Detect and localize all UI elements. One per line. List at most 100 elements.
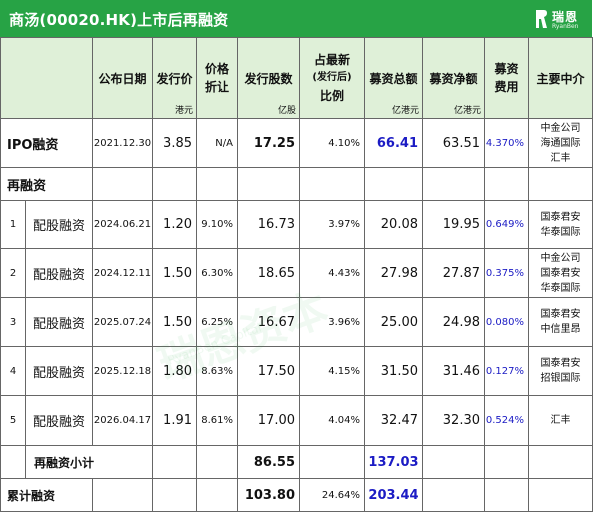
row-date: 2025.07.24 <box>92 297 153 347</box>
row-no: 5 <box>0 395 26 446</box>
page-title: 商汤(00020.HK)上市后再融资 <box>9 11 229 29</box>
table-row: 3 配股融资 2025.07.24 1.50 6.25% 16.67 3.96%… <box>0 297 593 347</box>
subtotal-row: 再融资小计 86.55 137.03 <box>0 445 593 479</box>
refinance-label: 再融资 <box>0 167 93 201</box>
row-net: 24.98 <box>422 297 485 347</box>
row-shares: 18.65 <box>237 248 300 298</box>
row-shares: 16.73 <box>237 200 300 249</box>
ipo-row: IPO融资 2021.12.30 3.85 N/A 17.25 4.10% 66… <box>0 118 593 168</box>
col-fee-header: 募资 费用 <box>484 37 529 119</box>
col-gross-unit: 亿港元 <box>391 106 419 116</box>
header-row: 公布日期 发行价 港元 价格 折让 发行股数 亿股 占最新 (发行后) 比例 募资总额 亿港… <box>0 37 593 119</box>
header-blank <box>0 37 93 119</box>
total-label: 累计融资 <box>0 478 93 512</box>
row-fee: 0.127% <box>484 346 529 396</box>
table-row: 4 配股融资 2025.12.18 1.80 8.63% 17.50 4.15%… <box>0 346 593 396</box>
row-type: 配股融资 <box>25 248 93 298</box>
col-net-unit: 亿港元 <box>453 106 481 116</box>
row-gross: 25.00 <box>364 297 423 347</box>
row-price: 1.80 <box>152 346 197 396</box>
row-net: 27.87 <box>422 248 485 298</box>
table-row: 5 配股融资 2026.04.17 1.91 8.61% 17.00 4.04%… <box>0 395 593 446</box>
financing-table: 公布日期 发行价 港元 价格 折让 发行股数 亿股 占最新 (发行后) 比例 募资总额 亿港… <box>0 37 593 512</box>
col-net-header: 募资净额 亿港元 <box>422 37 485 119</box>
refinance-section-row: 再融资 <box>0 167 593 201</box>
col-date-header: 公布日期 <box>92 37 153 119</box>
subtotal-shares: 86.55 <box>237 445 300 479</box>
subtotal-gross: 137.03 <box>364 445 423 479</box>
row-discount: 8.61% <box>196 395 238 446</box>
col-price-header: 发行价 港元 <box>152 37 197 119</box>
row-date: 2026.04.17 <box>92 395 153 446</box>
row-type: 配股融资 <box>25 395 93 446</box>
col-price-unit: 港元 <box>174 106 193 116</box>
row-shares: 16.67 <box>237 297 300 347</box>
row-no: 4 <box>0 346 26 396</box>
ipo-discount: N/A <box>196 118 238 168</box>
row-gross: 31.50 <box>364 346 423 396</box>
col-shares-header: 发行股数 亿股 <box>237 37 300 119</box>
row-no: 2 <box>0 248 26 298</box>
row-shares: 17.00 <box>237 395 300 446</box>
row-price: 1.91 <box>152 395 197 446</box>
row-gross: 27.98 <box>364 248 423 298</box>
row-gross: 32.47 <box>364 395 423 446</box>
ipo-shares: 17.25 <box>237 118 300 168</box>
row-intermediaries: 国泰君安 中信里昂 <box>528 297 593 347</box>
row-intermediaries: 中金公司 国泰君安 华泰国际 <box>528 248 593 298</box>
row-date: 2024.06.21 <box>92 200 153 249</box>
row-net: 31.46 <box>422 346 485 396</box>
row-discount: 6.25% <box>196 297 238 347</box>
row-discount: 8.63% <box>196 346 238 396</box>
row-date: 2024.12.11 <box>92 248 153 298</box>
subtotal-label: 再融资小计 <box>25 445 153 479</box>
col-shares-unit: 亿股 <box>277 106 296 116</box>
table-row: 2 配股融资 2024.12.11 1.50 6.30% 18.65 4.43%… <box>0 248 593 298</box>
ipo-net: 63.51 <box>422 118 485 168</box>
title-bar: 商汤(00020.HK)上市后再融资 瑞恩 RyanBen <box>0 0 592 37</box>
total-pct: 24.64% <box>299 478 365 512</box>
row-net: 19.95 <box>422 200 485 249</box>
row-net: 32.30 <box>422 395 485 446</box>
logo-mark-icon <box>536 10 547 28</box>
ipo-pct: 4.10% <box>299 118 365 168</box>
row-pct: 4.04% <box>299 395 365 446</box>
total-gross: 203.44 <box>364 478 423 512</box>
row-type: 配股融资 <box>25 346 93 396</box>
ipo-label: IPO融资 <box>0 118 93 168</box>
row-no: 1 <box>0 200 26 249</box>
row-price: 1.50 <box>152 297 197 347</box>
row-price: 1.50 <box>152 248 197 298</box>
ipo-price: 3.85 <box>152 118 197 168</box>
row-pct: 3.97% <box>299 200 365 249</box>
row-type: 配股融资 <box>25 200 93 249</box>
row-shares: 17.50 <box>237 346 300 396</box>
row-fee: 0.375% <box>484 248 529 298</box>
row-no: 3 <box>0 297 26 347</box>
ipo-fee: 4.370% <box>484 118 529 168</box>
ipo-gross: 66.41 <box>364 118 423 168</box>
total-shares: 103.80 <box>237 478 300 512</box>
col-intermediary-header: 主要中介 <box>528 37 593 119</box>
logo-subtitle: RyanBen <box>552 23 579 30</box>
row-price: 1.20 <box>152 200 197 249</box>
row-pct: 3.96% <box>299 297 365 347</box>
row-type: 配股融资 <box>25 297 93 347</box>
col-gross-header: 募资总额 亿港元 <box>364 37 423 119</box>
col-pct-header: 占最新 (发行后) 比例 <box>299 37 365 119</box>
company-logo: 瑞恩 RyanBen <box>532 6 588 34</box>
ipo-intermediaries: 中金公司 海通国际 汇丰 <box>528 118 593 168</box>
row-fee: 0.524% <box>484 395 529 446</box>
row-pct: 4.43% <box>299 248 365 298</box>
row-fee: 0.649% <box>484 200 529 249</box>
total-row: 累计融资 103.80 24.64% 203.44 <box>0 478 593 512</box>
row-intermediaries: 国泰君安 华泰国际 <box>528 200 593 249</box>
col-discount-header: 价格 折让 <box>196 37 238 119</box>
row-fee: 0.080% <box>484 297 529 347</box>
row-gross: 20.08 <box>364 200 423 249</box>
row-intermediaries: 汇丰 <box>528 395 593 446</box>
table-row: 1 配股融资 2024.06.21 1.20 9.10% 16.73 3.97%… <box>0 200 593 249</box>
row-discount: 9.10% <box>196 200 238 249</box>
logo-name: 瑞恩 <box>552 10 579 24</box>
